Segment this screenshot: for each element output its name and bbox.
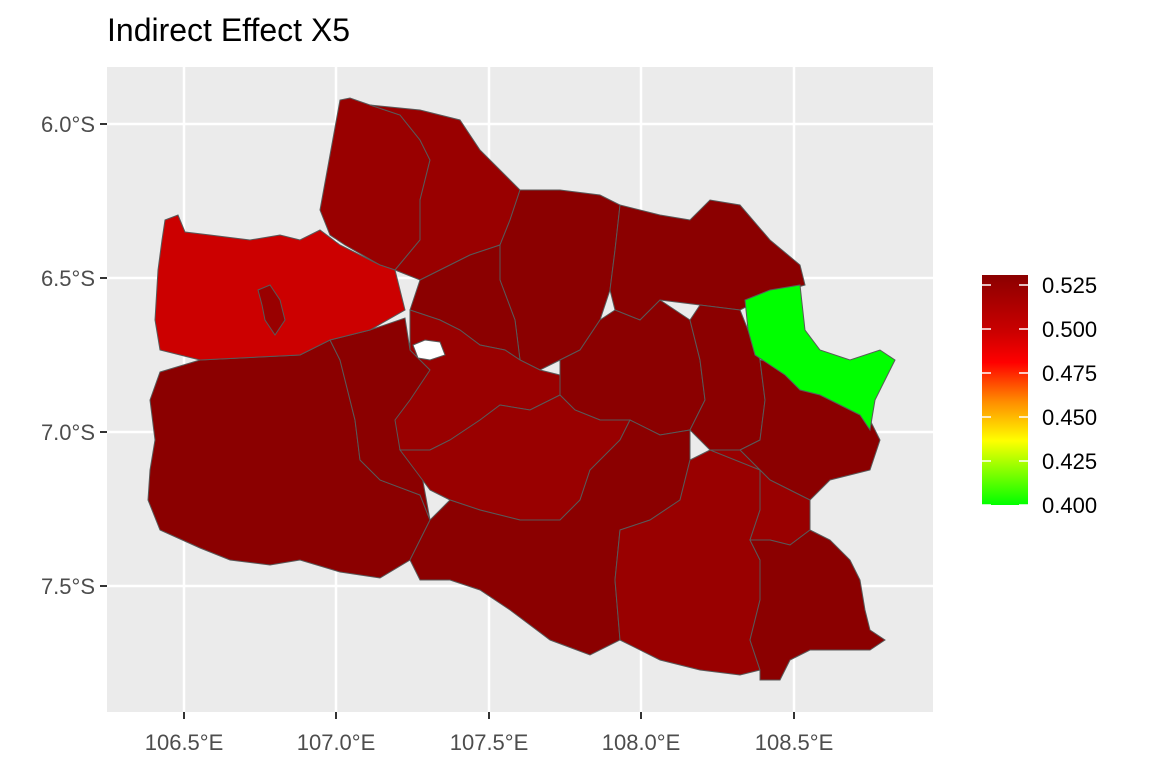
legend-label: 0.450 — [1042, 405, 1097, 430]
region-no-data — [412, 339, 446, 361]
x-tick-label: 107.5°E — [450, 730, 529, 755]
region-cirebon — [744, 284, 896, 432]
legend-label: 0.425 — [1042, 449, 1097, 474]
legend-label: 0.525 — [1042, 273, 1097, 298]
legend-label: 0.500 — [1042, 317, 1097, 342]
region-bogor — [154, 214, 406, 361]
legend-colorbar — [982, 275, 1028, 505]
legend-label: 0.400 — [1042, 493, 1097, 518]
region-enclave-city — [257, 284, 286, 336]
x-tick-label: 108.0°E — [602, 730, 681, 755]
y-tick-label: 7.5°S — [41, 574, 95, 599]
y-tick-label: 6.0°S — [41, 112, 95, 137]
x-tick-label: 108.5°E — [755, 730, 834, 755]
y-tick-label: 7.0°S — [41, 420, 95, 445]
axis-ticks — [100, 123, 795, 719]
x-tick-label: 106.5°E — [145, 730, 224, 755]
y-tick-label: 6.5°S — [41, 266, 95, 291]
legend-label: 0.475 — [1042, 361, 1097, 386]
legend-ticks — [982, 284, 1028, 506]
map-title: Indirect Effect X5 — [107, 12, 351, 48]
region-pangandaran — [749, 529, 886, 681]
x-tick-label: 107.0°E — [297, 730, 376, 755]
